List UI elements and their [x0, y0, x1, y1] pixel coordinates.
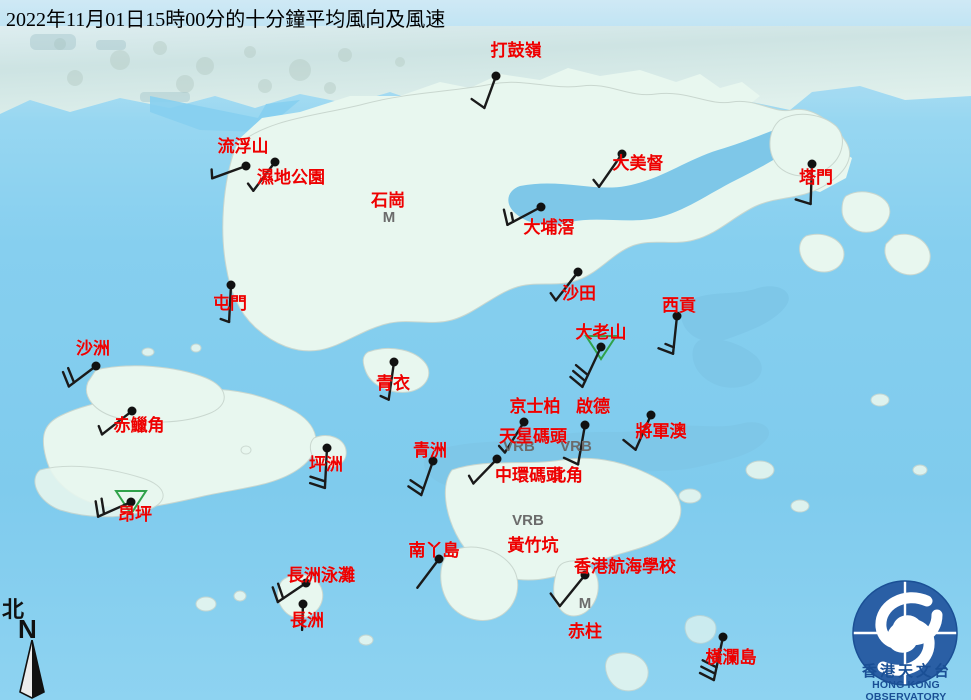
station-dot: [596, 342, 606, 352]
station-dot: [270, 157, 280, 167]
station-dot: [617, 149, 627, 159]
station-dot: [491, 71, 501, 81]
wind-barb-icon: [470, 74, 498, 110]
station-calm-marker: M: [578, 595, 592, 612]
station-dot: [226, 280, 236, 290]
station-dot: [241, 161, 251, 171]
station-label: 青洲: [413, 441, 447, 460]
wind-barb-icon: [562, 423, 587, 466]
wind-barb-icon: [271, 581, 308, 604]
station-label: 京士柏: [509, 397, 561, 416]
title-bar: 2022年11月01日15時00分的十分鐘平均風向及風速: [0, 0, 971, 31]
station-label: 中環碼頭: [495, 466, 563, 485]
station-dot: [126, 497, 136, 507]
station-label: 塔門: [799, 168, 833, 187]
station-label: 坪洲: [309, 455, 343, 474]
station-label: 西貢: [662, 296, 696, 315]
station-dot: [322, 443, 332, 453]
wind-barb-icon: [94, 497, 133, 518]
station-dot: [807, 159, 817, 169]
station-dot: [519, 417, 529, 427]
station-variable-marker: VRB: [512, 512, 544, 529]
wind-barb-icon: [61, 364, 98, 388]
wind-barb-icon: [569, 345, 603, 389]
wind-barb-icon: [210, 164, 248, 180]
station-dot: [672, 311, 682, 321]
wind-barb-icon: [698, 635, 725, 682]
wind-barb-icon: [549, 270, 580, 302]
elevated-station-triangle-icon: [584, 335, 618, 361]
station-dot: [580, 570, 590, 580]
wind-barb-icon: [416, 557, 441, 589]
page-title: 2022年11月01日15時00分的十分鐘平均風向及風速: [6, 9, 446, 31]
station-dot: [301, 578, 311, 588]
station-label: 昂坪: [118, 505, 152, 524]
station-variable-marker: VRB: [560, 438, 592, 455]
station-label: 屯門: [213, 294, 247, 313]
station-label: 南丫島: [408, 541, 460, 560]
wind-barb-icon: [219, 283, 233, 324]
wind-barb-icon: [379, 360, 396, 401]
station-dot: [389, 357, 399, 367]
station-label: 啟德: [576, 397, 610, 416]
station-label: 青衣: [376, 374, 410, 393]
compass-needle-icon: [19, 640, 45, 699]
wind-barb-icon: [497, 420, 526, 454]
wind-barb-icon: [794, 162, 814, 206]
station-label: 赤鱲角: [113, 416, 165, 435]
wind-barb-icon: [502, 205, 543, 227]
station-dot: [428, 456, 438, 466]
wind-barb-icon: [407, 459, 435, 497]
station-label: 香港航海學校: [574, 557, 676, 576]
station-dot: [536, 202, 546, 212]
station-label: 長洲: [290, 611, 324, 630]
elevated-station-triangle-icon: [114, 490, 148, 516]
compass-rose: 北 N: [2, 592, 62, 700]
wind-barb-icon: [622, 413, 653, 451]
station-label: 橫瀾島: [705, 648, 757, 667]
station-label: 流浮山: [217, 137, 269, 156]
station-label: 黃竹坑: [507, 536, 559, 555]
hko-logo-icon: [852, 580, 958, 686]
station-calm-marker: M: [382, 209, 396, 226]
station-dot: [718, 632, 728, 642]
compass-label-cn: 北: [2, 597, 25, 622]
station-dot: [127, 406, 137, 416]
station-label: 大老山: [575, 323, 627, 342]
station-dot: [91, 361, 101, 371]
station-label: 赤柱: [568, 622, 602, 641]
station-label: 石崗: [371, 191, 405, 210]
hko-logo-label-en: HONG KONG OBSERVATORY: [865, 679, 947, 700]
station-label: 濕地公園: [257, 168, 325, 187]
station-label: 大埔滘: [523, 218, 575, 237]
wind-barb-icon: [467, 457, 499, 485]
wind-barb-icon: [97, 409, 134, 436]
wind-barb-icon: [657, 314, 679, 355]
station-label: 北角: [549, 466, 583, 485]
station-label: 大美督: [612, 154, 664, 173]
station-label: 長洲泳灘: [287, 566, 355, 585]
hko-logo-label-cn: 香港天文台: [861, 664, 952, 680]
wind-barb-icon: [246, 160, 277, 192]
station-dot: [298, 599, 308, 609]
station-label: 天星碼頭: [499, 427, 567, 446]
station-dot: [434, 554, 444, 564]
station-dot: [492, 454, 502, 464]
wind-barb-icon: [549, 573, 587, 608]
station-dot: [646, 410, 656, 420]
compass-label-n: N: [18, 614, 37, 644]
station-dot: [573, 267, 583, 277]
station-label: 打鼓嶺: [490, 41, 542, 60]
station-variable-marker: VRB: [503, 438, 535, 455]
station-label: 沙田: [562, 284, 596, 303]
station-label: 將軍澳: [635, 422, 687, 441]
wind-barb-icon: [592, 152, 624, 188]
wind-barb-icon: [308, 446, 329, 490]
station-dot: [580, 420, 590, 430]
station-label: 沙洲: [76, 339, 110, 358]
